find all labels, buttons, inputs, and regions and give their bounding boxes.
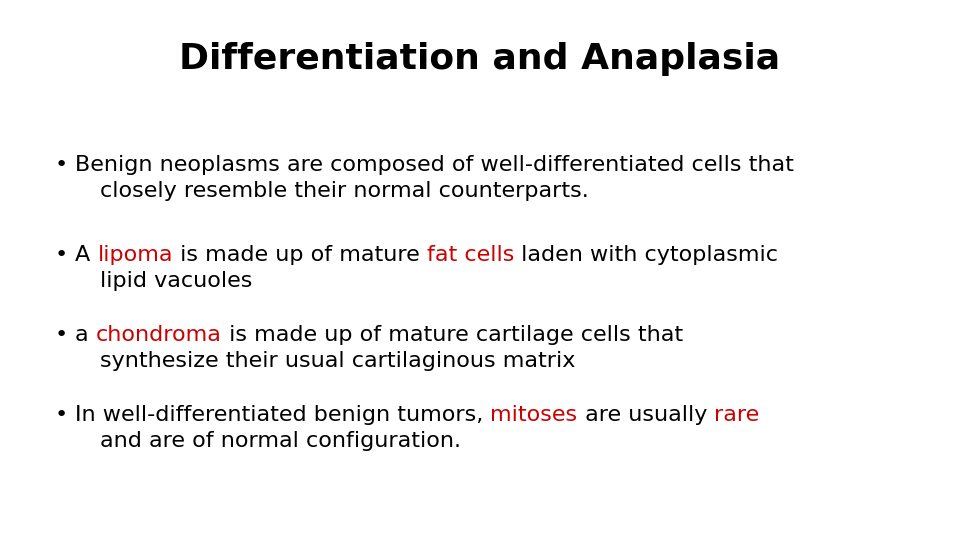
Text: synthesize their usual cartilaginous matrix: synthesize their usual cartilaginous mat… <box>100 351 575 371</box>
Text: laden with cytoplasmic: laden with cytoplasmic <box>515 245 779 265</box>
Text: fat cells: fat cells <box>427 245 515 265</box>
Text: Benign neoplasms are composed of well-differentiated cells that: Benign neoplasms are composed of well-di… <box>75 155 794 175</box>
Text: chondroma: chondroma <box>96 325 222 345</box>
Text: •: • <box>55 245 68 265</box>
Text: a: a <box>75 325 96 345</box>
Text: lipoma: lipoma <box>97 245 173 265</box>
Text: Differentiation and Anaplasia: Differentiation and Anaplasia <box>180 42 780 76</box>
Text: are usually: are usually <box>578 405 714 425</box>
Text: In well-differentiated benign tumors,: In well-differentiated benign tumors, <box>75 405 491 425</box>
Text: •: • <box>55 405 68 425</box>
Text: is made up of mature: is made up of mature <box>173 245 427 265</box>
Text: closely resemble their normal counterparts.: closely resemble their normal counterpar… <box>100 181 588 201</box>
Text: A: A <box>75 245 97 265</box>
Text: mitoses: mitoses <box>491 405 578 425</box>
Text: and are of normal configuration.: and are of normal configuration. <box>100 431 461 451</box>
Text: is made up of mature cartilage cells that: is made up of mature cartilage cells tha… <box>222 325 683 345</box>
Text: lipid vacuoles: lipid vacuoles <box>100 271 252 291</box>
Text: •: • <box>55 155 68 175</box>
Text: •: • <box>55 325 68 345</box>
Text: rare: rare <box>714 405 759 425</box>
